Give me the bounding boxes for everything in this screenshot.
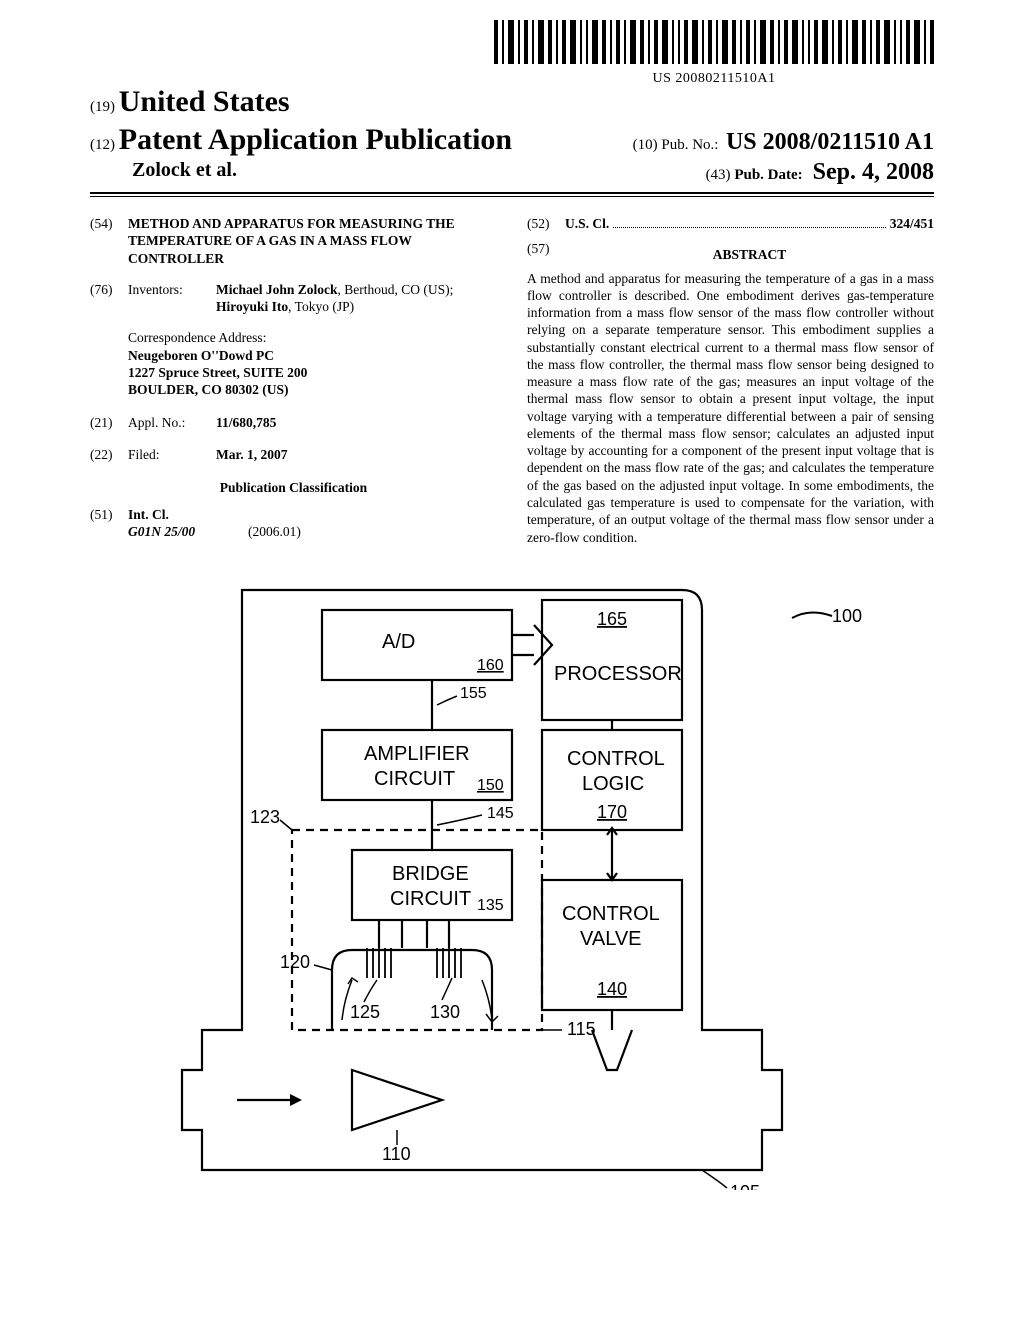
applno-row: (21) Appl. No.: 11/680,785	[90, 414, 497, 431]
uscl-label: U.S. Cl.	[565, 215, 609, 232]
intcl-code: G01N 25/00	[128, 523, 248, 540]
corr-line3: BOULDER, CO 80302 (US)	[128, 381, 497, 398]
ref-160: 160	[477, 657, 504, 674]
valve-1: CONTROL	[562, 903, 660, 925]
ref-155: 155	[460, 685, 487, 702]
title-row: (54) METHOD AND APPARATUS FOR MEASURING …	[90, 215, 497, 267]
pubno-label: Pub. No.:	[661, 137, 718, 153]
inventors-row: (76) Inventors: Michael John Zolock, Ber…	[90, 281, 497, 316]
code-22: (22)	[90, 446, 128, 463]
code-76: (76)	[90, 281, 128, 316]
ref-135: 135	[477, 897, 504, 914]
corr-line1: Neugeboren O''Dowd PC	[128, 347, 497, 364]
author: Zolock et al.	[132, 159, 237, 186]
code-10: (10)	[633, 137, 658, 153]
pub-type: Patent Application Publication	[119, 123, 512, 156]
invention-title: METHOD AND APPARATUS FOR MEASURING THE T…	[128, 215, 497, 267]
left-column: (54) METHOD AND APPARATUS FOR MEASURING …	[90, 215, 497, 546]
body-columns: (54) METHOD AND APPARATUS FOR MEASURING …	[90, 215, 934, 546]
ref-140: 140	[597, 979, 627, 999]
ctrl-logic-1: CONTROL	[567, 748, 665, 770]
barcode-region: US 20080211510A1	[494, 20, 934, 87]
abstract-head-row: (57) ABSTRACT	[527, 240, 934, 269]
figure-svg: 100 105 110 115 120 123 125 130 135 140 …	[142, 570, 882, 1190]
filed-label: Filed:	[128, 446, 216, 463]
figure: 100 105 110 115 120 123 125 130 135 140 …	[90, 570, 934, 1190]
code-19: (19)	[90, 99, 115, 115]
ctrl-logic-2: LOGIC	[582, 773, 644, 795]
inventor2-loc: , Tokyo (JP)	[288, 299, 354, 314]
processor-label: PROCESSOR	[554, 663, 682, 685]
patent-page: US 20080211510A1 (19) United States (12)…	[0, 0, 1024, 1320]
code-54: (54)	[90, 215, 128, 267]
inventors-list: Michael John Zolock, Berthoud, CO (US); …	[216, 281, 497, 316]
dots-leader	[613, 227, 885, 228]
filed-row: (22) Filed: Mar. 1, 2007	[90, 446, 497, 463]
code-43: (43)	[706, 167, 731, 183]
ref-123: 123	[250, 807, 280, 827]
correspondence: Correspondence Address: Neugeboren O''Do…	[128, 329, 497, 398]
uscl-value: 324/451	[890, 215, 934, 232]
valve-2: VALVE	[580, 928, 642, 950]
code-21: (21)	[90, 414, 128, 431]
intcl-row: (51) Int. Cl. G01N 25/00 (2006.01)	[90, 506, 497, 541]
bridge-2: CIRCUIT	[390, 888, 471, 910]
pub-number: US 2008/0211510 A1	[726, 129, 934, 155]
amp-label-2: CIRCUIT	[374, 768, 455, 790]
ref-115: 115	[567, 1019, 596, 1039]
pub-date: Sep. 4, 2008	[813, 159, 934, 186]
pubdate-label: Pub. Date:	[734, 167, 802, 183]
pub-type-line: (12) Patent Application Publication	[90, 123, 512, 157]
corr-line2: 1227 Spruce Street, SUITE 200	[128, 364, 497, 381]
abstract-label: ABSTRACT	[565, 246, 934, 263]
ref-165: 165	[597, 609, 627, 629]
ad-label: A/D	[382, 631, 415, 653]
code-12: (12)	[90, 137, 115, 153]
applno-label: Appl. No.:	[128, 414, 216, 431]
pub-no-line: (10) Pub. No.: US 2008/0211510 A1	[633, 129, 934, 156]
ref-105: 105	[730, 1182, 760, 1190]
bridge-1: BRIDGE	[392, 863, 469, 885]
intcl-label: Int. Cl.	[128, 506, 497, 523]
ref-130: 130	[430, 1002, 460, 1022]
inventor1-loc: , Berthoud, CO (US);	[338, 282, 454, 297]
code-57: (57)	[527, 240, 565, 269]
inventor1-name: Michael John Zolock	[216, 282, 338, 297]
ref-125: 125	[350, 1002, 380, 1022]
header: (19) United States (12) Patent Applicati…	[90, 85, 934, 197]
ref-110: 110	[382, 1144, 411, 1164]
pub-date-line: (43) Pub. Date: Sep. 4, 2008	[706, 159, 934, 186]
rule-thick	[90, 192, 934, 194]
right-column: (52) U.S. Cl. 324/451 (57) ABSTRACT A me…	[527, 215, 934, 546]
pub-class-heading: Publication Classification	[90, 479, 497, 496]
ref-100: 100	[832, 606, 862, 626]
uscl-row: (52) U.S. Cl. 324/451	[527, 215, 934, 232]
ref-120: 120	[280, 952, 310, 972]
inventors-label: Inventors:	[128, 281, 216, 316]
ref-170: 170	[597, 802, 627, 822]
barcode-graphic	[494, 20, 934, 64]
country: United States	[119, 85, 290, 118]
country-line: (19) United States	[90, 85, 934, 119]
code-51: (51)	[90, 506, 128, 541]
corr-label: Correspondence Address:	[128, 329, 497, 346]
amp-label-1: AMPLIFIER	[364, 743, 470, 765]
rule-thin	[90, 196, 934, 197]
inventor2-name: Hiroyuki Ito	[216, 299, 288, 314]
intcl-year: (2006.01)	[248, 523, 301, 540]
barcode-text: US 20080211510A1	[494, 71, 934, 87]
filed-date: Mar. 1, 2007	[216, 446, 497, 463]
ref-150: 150	[477, 777, 504, 794]
appl-number: 11/680,785	[216, 414, 497, 431]
abstract-text: A method and apparatus for measuring the…	[527, 270, 934, 546]
code-52: (52)	[527, 215, 565, 232]
ref-145: 145	[487, 805, 514, 822]
